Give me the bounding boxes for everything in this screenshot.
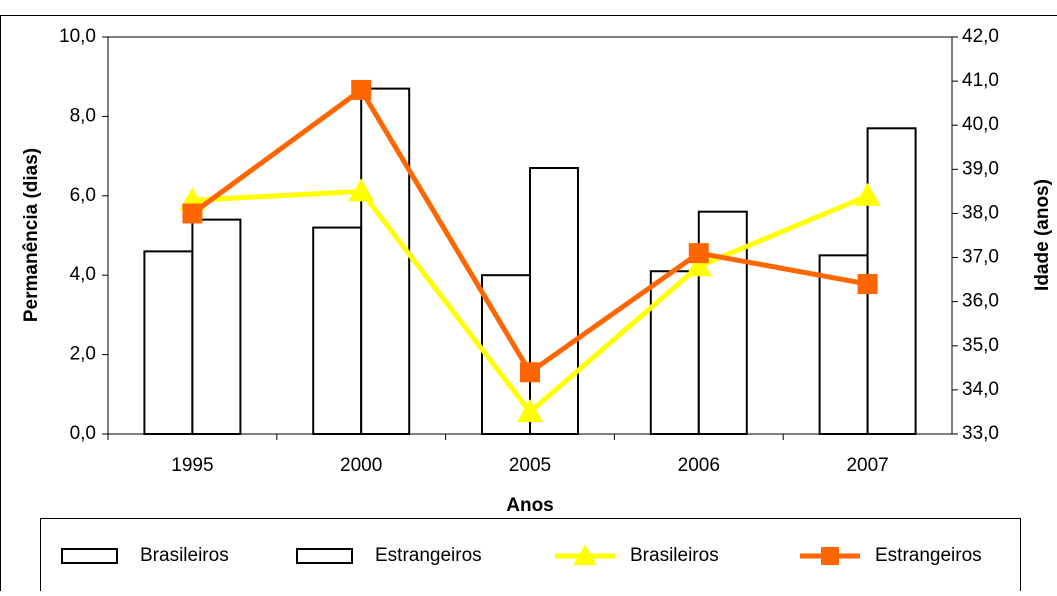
x-tick-label: 2000	[340, 455, 382, 476]
marker	[182, 203, 202, 223]
legend-swatch	[62, 549, 117, 563]
bar	[361, 89, 409, 434]
legend-label: Estrangeiros	[875, 545, 982, 566]
marker	[689, 243, 709, 263]
y-tick-label: 0,0	[70, 423, 96, 444]
bar	[192, 220, 240, 434]
y-tick-label: 4,0	[70, 264, 96, 285]
y2-tick-label: 38,0	[962, 202, 999, 223]
marker	[821, 547, 839, 565]
y2-tick-label: 39,0	[962, 158, 999, 179]
legend-swatch	[297, 549, 352, 563]
y2-tick-label: 37,0	[962, 247, 999, 268]
x-tick-label: 1995	[171, 455, 213, 476]
marker	[351, 80, 371, 100]
y2-tick-label: 34,0	[962, 379, 999, 400]
y2-tick-label: 41,0	[962, 70, 999, 91]
legend-label: Estrangeiros	[375, 545, 482, 566]
y2-tick-label: 36,0	[962, 291, 999, 312]
bar	[313, 228, 361, 434]
marker	[858, 274, 878, 294]
legend-label: Brasileiros	[140, 545, 229, 566]
legend-label: Brasileiros	[630, 545, 719, 566]
y-tick-label: 10,0	[59, 26, 96, 47]
y-tick-label: 2,0	[70, 344, 96, 365]
y2-axis-title: Idade (anos)	[1032, 179, 1053, 291]
y2-tick-label: 35,0	[962, 335, 999, 356]
x-tick-label: 2005	[509, 455, 551, 476]
marker	[520, 362, 540, 382]
x-tick-label: 2006	[678, 455, 720, 476]
y2-tick-label: 40,0	[962, 114, 999, 135]
y2-tick-label: 42,0	[962, 26, 999, 47]
y2-tick-label: 33,0	[962, 423, 999, 444]
bar	[144, 251, 192, 434]
x-tick-label: 2007	[846, 455, 888, 476]
y-axis-title: Permanência (dias)	[21, 148, 42, 322]
y-tick-label: 8,0	[70, 105, 96, 126]
y-tick-label: 6,0	[70, 185, 96, 206]
x-axis-title: Anos	[506, 495, 554, 516]
bar	[651, 271, 699, 434]
